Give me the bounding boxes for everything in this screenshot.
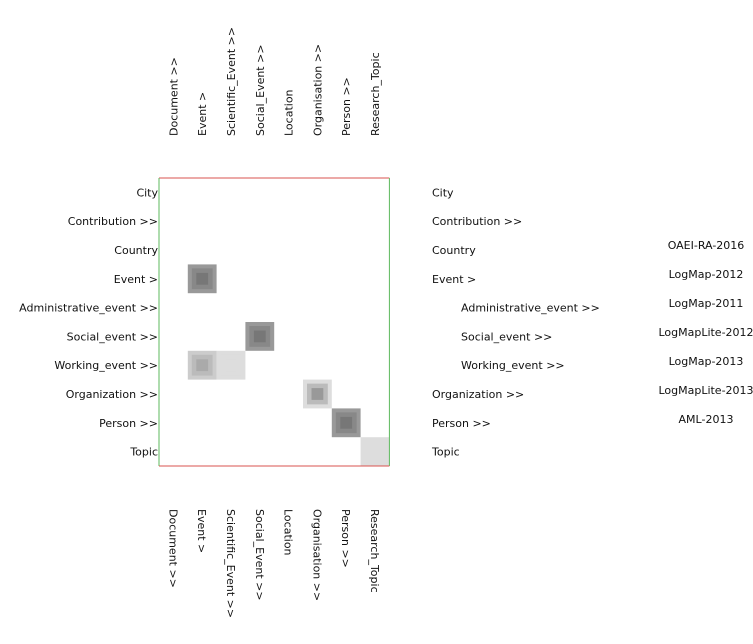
right-row-label: Social_event >> (461, 330, 552, 343)
system-list: OAEI-RA-2016 LogMap-2012 LogMap-2011 LogMap… (658, 239, 753, 426)
right-row-labels: City Contribution >> Country Event > Adminis… (431, 186, 600, 458)
left-row-label: Administrative_event >> (19, 302, 158, 315)
matrix-cell (216, 350, 246, 380)
cell-inner (340, 416, 353, 429)
system-name: LogMapLite-2012 (658, 326, 753, 339)
top-column-label: Document >> (167, 57, 180, 136)
top-column-labels: Document >> Event > Scientific_Event >> Soc… (167, 27, 382, 136)
right-row-label: Person >> (432, 417, 491, 430)
system-name: LogMap-2011 (669, 297, 744, 310)
system-name: LogMapLite-2013 (658, 384, 753, 397)
bottom-column-label: Organisation >> (310, 509, 323, 601)
matrix-cell (360, 437, 390, 466)
top-column-label: Scientific_Event >> (225, 27, 238, 136)
right-row-label: Contribution >> (432, 215, 522, 228)
bottom-column-label: Location (282, 509, 295, 556)
cell-inner (369, 445, 381, 458)
left-row-label: Social_event >> (67, 330, 158, 343)
right-row-label: Country (432, 244, 476, 257)
bottom-column-label: Research_Topic (368, 509, 381, 593)
system-name: LogMap-2012 (669, 268, 744, 281)
cell-inner (253, 330, 266, 343)
matrix-cell (187, 350, 217, 380)
matrix-cell (303, 379, 332, 409)
left-row-label: Organization >> (66, 388, 158, 401)
right-row-label: Working_event >> (461, 359, 565, 372)
left-row-label: Person >> (99, 417, 158, 430)
right-row-label: Event > (432, 273, 476, 286)
top-column-label: Event > (196, 92, 209, 136)
bottom-column-label: Person >> (339, 509, 352, 568)
top-column-label: Organisation >> (311, 44, 324, 136)
right-row-label: Organization >> (432, 388, 524, 401)
cell-inner (196, 272, 209, 285)
top-column-label: Research_Topic (369, 52, 382, 136)
cell-inner (196, 359, 209, 372)
left-row-label: Topic (129, 446, 158, 459)
left-row-labels: City Contribution >> Country Event > Adminis… (19, 186, 158, 458)
right-row-label: City (432, 186, 454, 199)
cell-inner (225, 359, 237, 372)
top-column-label: Social_Event >> (254, 44, 267, 136)
top-column-label: Location (283, 89, 296, 136)
system-name: AML-2013 (679, 413, 734, 426)
bottom-column-label: Document >> (166, 509, 179, 588)
cell-inner (311, 388, 324, 400)
left-row-label: City (136, 186, 158, 199)
left-row-label: Contribution >> (68, 215, 158, 228)
matrix-cells (187, 264, 390, 466)
matrix-frame (158, 177, 390, 467)
right-row-label: Topic (431, 446, 460, 459)
bottom-column-labels: Document >> Event > Scientific_Event >> Soc… (166, 509, 381, 618)
system-name: OAEI-RA-2016 (668, 239, 745, 252)
bottom-column-label: Event > (195, 509, 208, 553)
matrix-cell (187, 264, 217, 294)
left-row-label: Country (114, 244, 158, 257)
bottom-column-label: Scientific_Event >> (224, 509, 237, 618)
left-row-label: Working_event >> (54, 359, 158, 372)
bottom-column-label: Social_Event >> (253, 509, 266, 601)
right-row-label: Administrative_event >> (461, 302, 600, 315)
top-column-label: Person >> (340, 77, 353, 136)
system-name: LogMap-2013 (669, 355, 744, 368)
left-row-label: Event > (114, 273, 158, 286)
matrix-cell (331, 408, 361, 438)
matrix-cell (245, 322, 275, 351)
